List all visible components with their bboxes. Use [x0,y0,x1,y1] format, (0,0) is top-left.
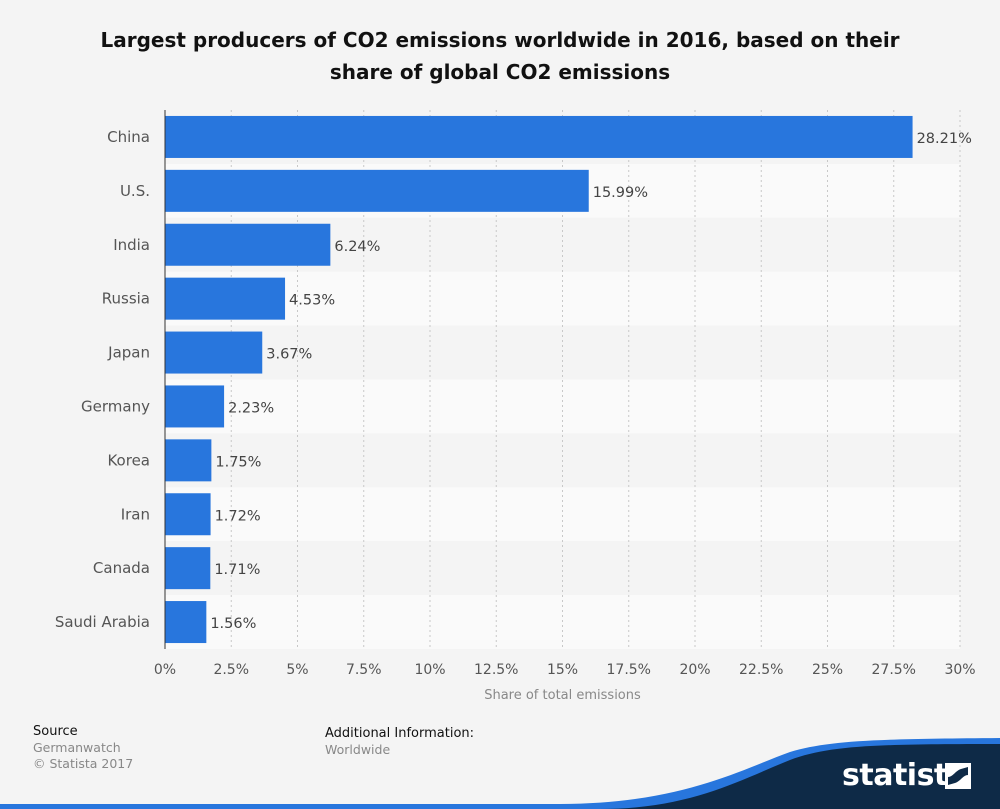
bar[interactable] [165,439,212,482]
swoosh-dark-band [600,744,1000,809]
x-tick-label: 10% [414,662,445,678]
x-tick-label: 27.5% [872,662,916,678]
value-label: 28.21% [917,131,972,147]
x-tick-label: 2.5% [213,662,249,678]
value-label: 1.72% [215,508,261,524]
x-tick-label: 7.5% [346,662,382,678]
category-label: U.S. [120,182,150,200]
x-tick-label: 22.5% [739,662,783,678]
bar[interactable] [165,277,286,320]
x-tick-label: 17.5% [607,662,651,678]
value-label: 1.71% [214,562,260,578]
chart-title-line-2: share of global CO2 emissions [329,60,671,84]
source-name[interactable]: Germanwatch [33,740,121,755]
source-heading: Source [33,724,78,739]
statista-flag-icon [945,763,971,789]
bar[interactable] [165,601,207,644]
value-label: 2.23% [228,400,274,416]
category-label: China [107,128,150,146]
copyright-text: © Statista 2017 [33,756,134,771]
x-tick-label: 0% [154,662,176,678]
bars [165,115,913,644]
x-tick-label: 15% [547,662,578,678]
x-tick-label: 20% [679,662,710,678]
value-label: 6.24% [334,239,380,255]
value-label: 1.75% [215,454,261,470]
x-tick-label: 12.5% [474,662,518,678]
value-label: 15.99% [593,185,648,201]
statista-logo[interactable]: statista [842,756,972,796]
bar[interactable] [165,169,589,212]
category-labels: China U.S. India Russia Japan Germany Korea Ira… [55,128,150,631]
value-labels: 28.21% 15.99% 6.24% 4.53% 3.67% 2.23% 1.75% 1.7… [210,131,972,632]
x-axis-title: Share of total emissions [484,688,641,703]
category-label: India [113,236,150,254]
category-label: Canada [93,559,150,577]
bar[interactable] [165,223,331,266]
category-label: Iran [121,505,150,523]
category-label: Russia [102,290,150,308]
source-block: Source Germanwatch © Statista 2017 [33,724,133,772]
chart-title-line-1: Largest producers of CO2 emissions world… [100,28,900,52]
bar[interactable] [165,115,913,158]
value-label: 3.67% [266,347,312,363]
additional-info-heading: Additional Information: [325,726,475,741]
x-tick-labels: 0% 2.5% 5% 7.5% 10% 12.5% 15% 17.5% 20% 22.5% 25% 2… [154,662,976,678]
additional-info-value: Worldwide [325,742,391,757]
bar[interactable] [165,493,211,536]
x-tick-label: 25% [812,662,843,678]
bar[interactable] [165,547,211,590]
additional-info-block: Additional Information: Worldwide [325,726,474,758]
chart-title: Largest producers of CO2 emissions world… [60,24,940,88]
bar[interactable] [165,385,225,428]
value-label: 1.56% [210,616,256,632]
x-tick-label: 30% [944,662,975,678]
category-label: Korea [107,451,150,469]
value-label: 4.53% [289,293,335,309]
x-tick-label: 5% [286,662,308,678]
category-label: Japan [107,344,150,362]
category-label: Saudi Arabia [55,613,150,631]
category-label: Germany [81,397,150,415]
bar[interactable] [165,331,263,374]
